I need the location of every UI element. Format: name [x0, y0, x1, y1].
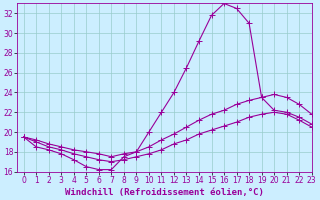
- X-axis label: Windchill (Refroidissement éolien,°C): Windchill (Refroidissement éolien,°C): [65, 188, 264, 197]
